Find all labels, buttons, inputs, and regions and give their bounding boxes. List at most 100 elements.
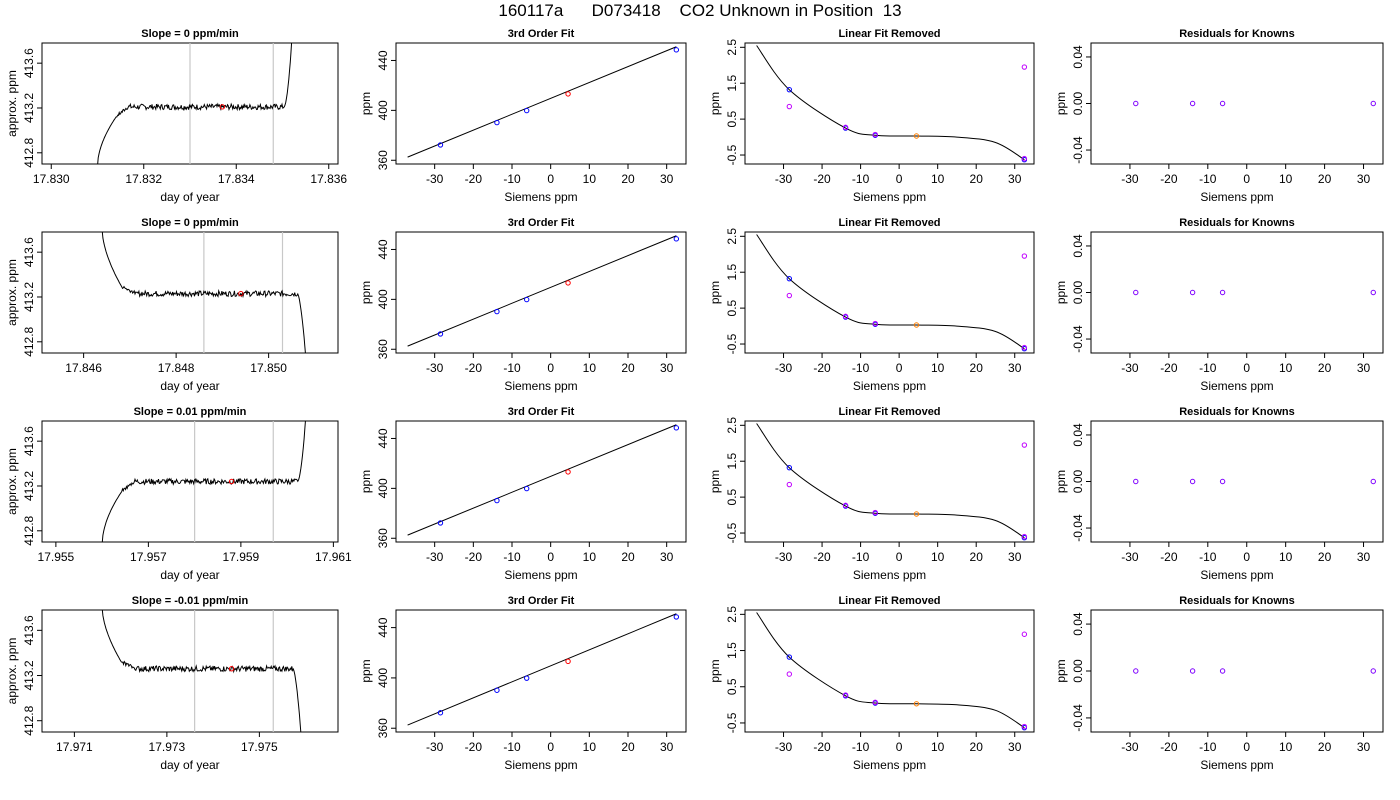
y-tick-label: 360 [376, 528, 390, 548]
x-axis-label: Siemens ppm [853, 379, 926, 393]
x-axis-label: Siemens ppm [504, 379, 577, 393]
y-tick-label: 412.8 [22, 515, 36, 545]
y-tick-label: 2.5 [725, 228, 739, 245]
x-tick-label: 17.834 [218, 172, 255, 186]
x-tick-label: -30 [775, 740, 793, 754]
plot-area [1133, 478, 1376, 485]
x-tick-label: 10 [931, 172, 945, 186]
x-axis-label: Siemens ppm [853, 568, 926, 582]
x-tick-label: 17.832 [125, 172, 162, 186]
plot-frame [41, 609, 339, 733]
x-axis-label: Siemens ppm [1200, 758, 1273, 772]
x-tick-label: 17.830 [33, 172, 70, 186]
y-tick-label: 360 [376, 150, 390, 170]
x-tick-label: -30 [1121, 361, 1139, 375]
x-tick-label: 20 [621, 550, 635, 564]
data-point [786, 464, 793, 471]
x-axis-label: Siemens ppm [853, 758, 926, 772]
plot-frame [744, 609, 1035, 733]
y-tick-label: 2.5 [725, 606, 739, 623]
x-tick-label: 10 [1279, 740, 1293, 754]
data-point [842, 313, 849, 320]
panel-title: Residuals for Knowns [1179, 406, 1295, 418]
series-line [101, 610, 302, 732]
y-tick-label: 0.00 [1071, 659, 1085, 683]
x-tick-label: -20 [1160, 550, 1178, 564]
x-tick-label: -30 [1121, 172, 1139, 186]
plot-area [101, 610, 302, 732]
x-tick-label: 17.971 [56, 740, 93, 754]
plot-area [756, 234, 1028, 352]
x-tick-label: 0 [547, 172, 554, 186]
x-axis-label: day of year [160, 568, 219, 582]
series-line [101, 232, 306, 353]
x-tick-label: -10 [852, 172, 870, 186]
panel-4-1: Slope = -0.01 ppm/min 17.971 17.973 17.975 4… [5, 595, 339, 772]
data-point [1133, 668, 1139, 674]
data-point [786, 654, 793, 660]
x-tick-label: -10 [503, 172, 521, 186]
x-tick-label: -30 [775, 172, 793, 186]
x-tick-label: 10 [931, 550, 945, 564]
data-point [523, 485, 530, 492]
y-tick-label: -0.5 [725, 522, 739, 543]
data-point [872, 320, 878, 327]
fit-line [407, 424, 677, 536]
data-point [1370, 100, 1376, 107]
data-point [437, 710, 444, 716]
x-tick-label: 0 [896, 550, 903, 564]
x-tick-label: -20 [1160, 740, 1178, 754]
fit-curve [756, 234, 1025, 350]
y-tick-label: 440 [376, 428, 390, 448]
data-point [786, 86, 793, 93]
data-point [494, 119, 500, 126]
x-axis-label: day of year [160, 379, 219, 393]
plot-area [407, 46, 680, 158]
data-point [673, 425, 680, 431]
marker-point [219, 104, 226, 110]
x-axis-label: Siemens ppm [504, 568, 577, 582]
fit-curve [756, 423, 1025, 539]
y-tick-label: 2.5 [725, 417, 739, 434]
data-point [1021, 723, 1028, 730]
panel-1-3: Linear Fit Removed -30 -20 -10 0 10 20 30 -0.5 0.… [708, 28, 1035, 204]
data-point [1133, 478, 1139, 485]
panel-title: Linear Fit Removed [838, 406, 940, 418]
y-tick-label: -0.5 [725, 712, 739, 733]
x-axis-label: Siemens ppm [504, 758, 577, 772]
x-tick-label: 30 [1357, 550, 1371, 564]
x-axis-label: Siemens ppm [1200, 379, 1273, 393]
y-tick-label: 0.04 [1071, 45, 1085, 69]
y-tick-label: 413.6 [22, 426, 36, 456]
x-tick-label: -30 [1121, 740, 1139, 754]
x-tick-label: -10 [503, 550, 521, 564]
plot-area [97, 43, 293, 164]
data-point [1133, 100, 1139, 107]
x-tick-label: -30 [775, 361, 793, 375]
y-tick-label: 2.5 [725, 39, 739, 56]
panel-2-1: Slope = 0 ppm/min 17.846 17.848 17.850 412.8… [5, 217, 339, 393]
fit-line [407, 46, 677, 158]
marker-point [238, 290, 244, 297]
y-tick-label: 0.5 [725, 299, 739, 316]
data-point [842, 124, 849, 131]
y-tick-label: -0.04 [1071, 704, 1085, 732]
panel-3-2: 3rd Order Fit -30 -20 -10 0 10 20 30 360 400 440 Si… [359, 406, 687, 582]
x-tick-label: 17.846 [65, 361, 102, 375]
plot-frame [395, 231, 687, 354]
data-point [786, 292, 793, 299]
x-tick-label: -30 [426, 550, 444, 564]
x-tick-label: 17.961 [315, 550, 352, 564]
x-tick-label: 30 [1008, 172, 1022, 186]
y-tick-label: 400 [376, 289, 390, 309]
plot-frame [744, 42, 1035, 165]
y-axis-label: ppm [359, 92, 373, 115]
fit-line [407, 613, 677, 726]
x-tick-label: -10 [852, 740, 870, 754]
plot-frame [395, 420, 687, 543]
plot-frame [395, 609, 687, 733]
x-tick-label: 10 [1279, 361, 1293, 375]
plot-area [407, 424, 680, 536]
data-point [494, 497, 500, 504]
data-point [523, 107, 530, 114]
